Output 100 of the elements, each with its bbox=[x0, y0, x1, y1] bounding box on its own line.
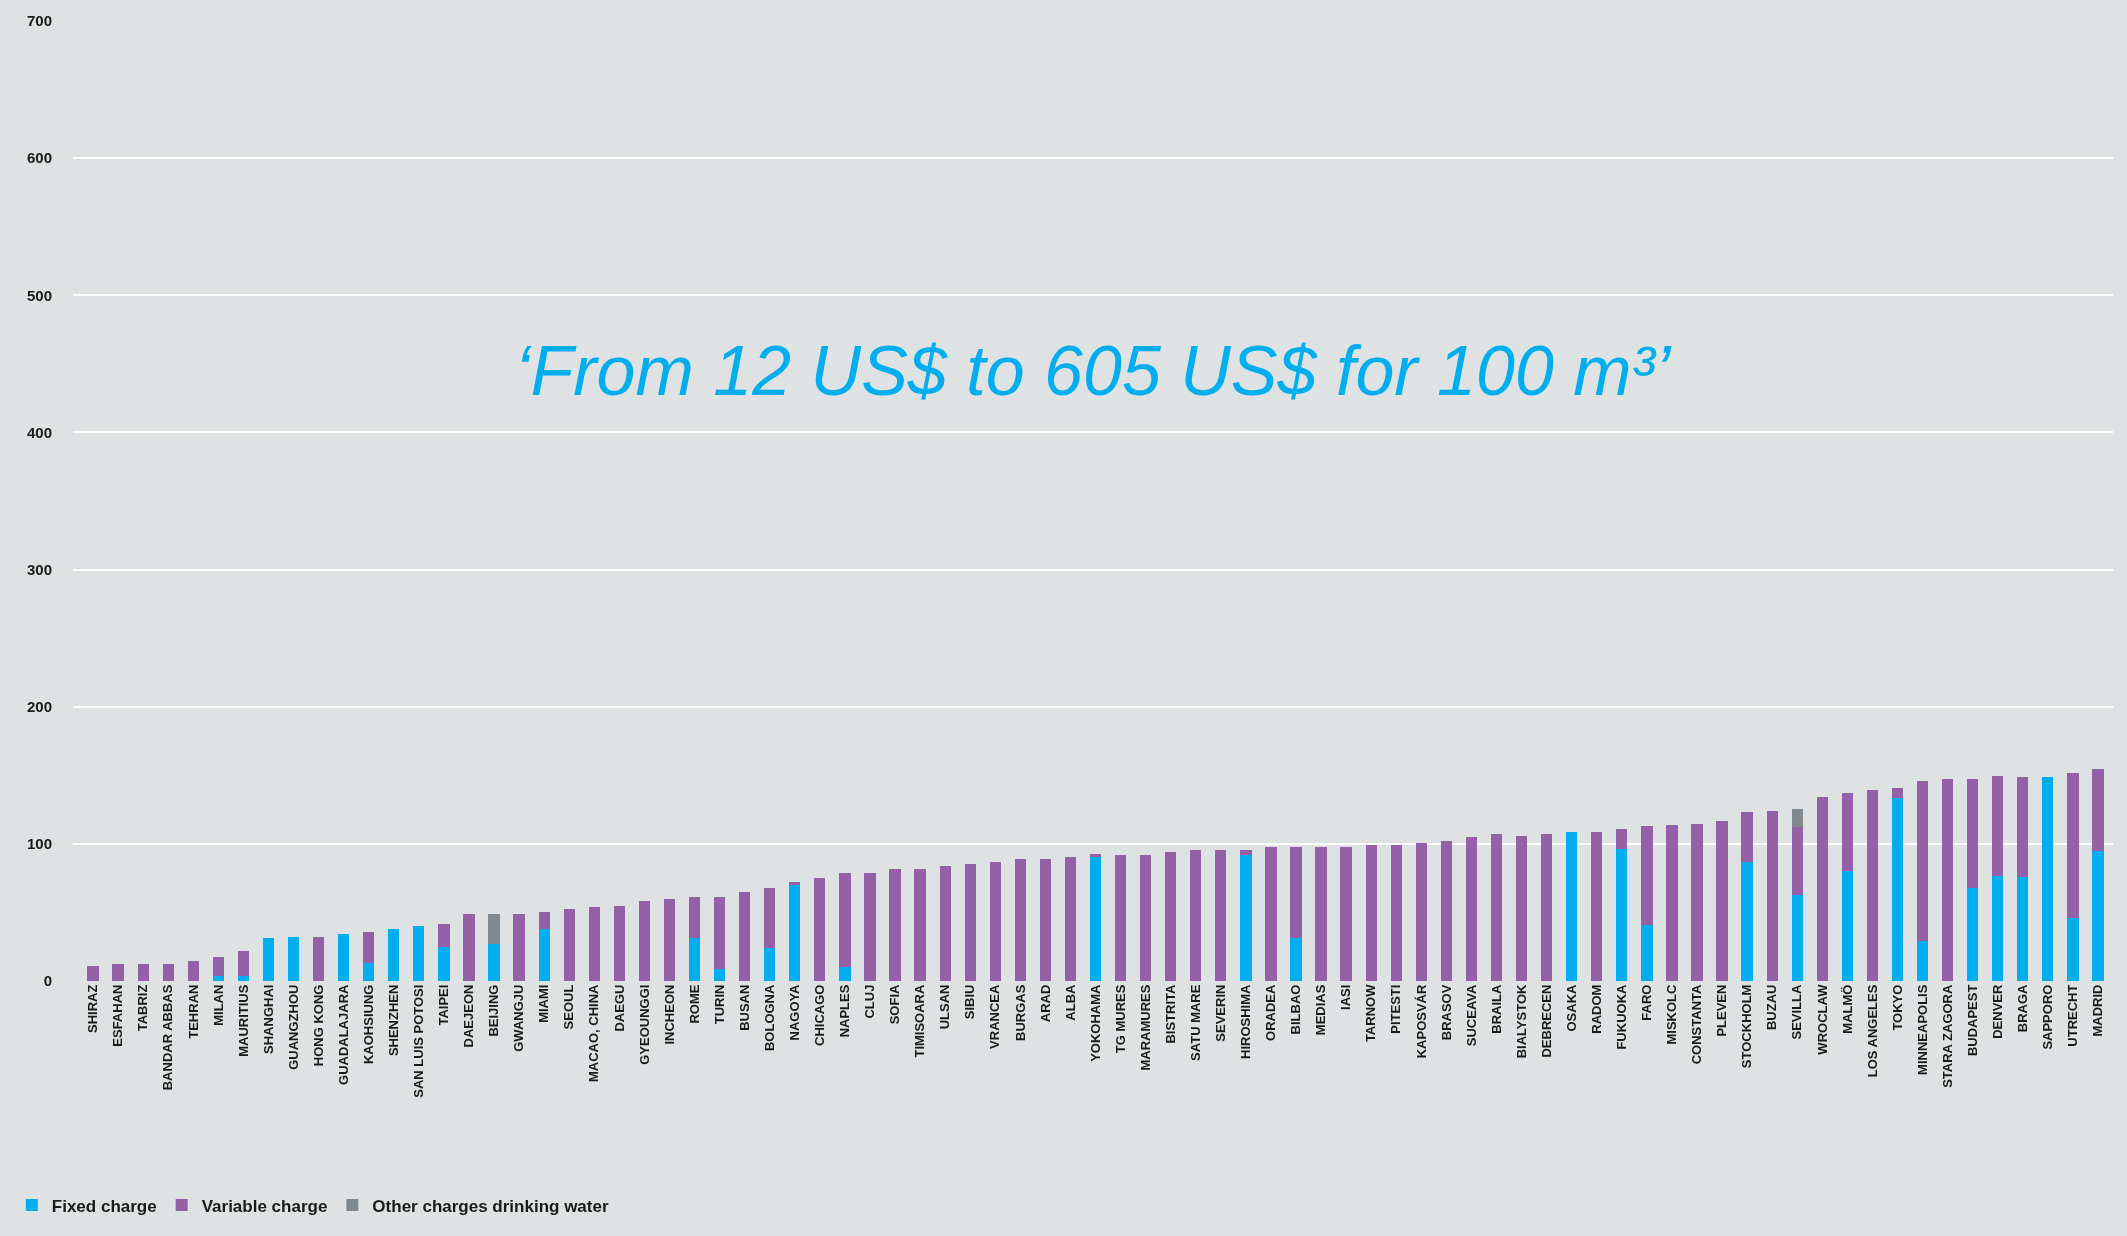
bar bbox=[187, 961, 199, 981]
bar bbox=[1265, 846, 1277, 981]
bar bbox=[287, 937, 300, 981]
bar bbox=[438, 924, 450, 948]
y-tick-label: 100 bbox=[26, 835, 52, 853]
bar bbox=[1215, 850, 1227, 981]
x-tick-label: NAPLES bbox=[837, 984, 853, 1038]
bar bbox=[1440, 841, 1452, 981]
bar bbox=[2042, 777, 2054, 981]
bar bbox=[1591, 831, 1603, 981]
bar bbox=[1465, 837, 1478, 981]
y-tick-label: 600 bbox=[26, 149, 52, 167]
x-tick-label: GUANGZHOU bbox=[285, 984, 301, 1070]
x-tick-label: BURGAS bbox=[1012, 984, 1028, 1041]
x-tick-label: GUADALAJARA bbox=[335, 983, 351, 1085]
bar bbox=[1114, 854, 1127, 981]
legend-label: Variable charge bbox=[201, 1196, 328, 1216]
x-tick-label: STARA ZAGORA bbox=[1939, 984, 1955, 1088]
x-tick-label: BILBAO bbox=[1288, 984, 1304, 1035]
bar bbox=[1841, 870, 1853, 981]
bar bbox=[1941, 778, 1954, 981]
bar bbox=[1165, 852, 1177, 981]
y-tick-label: 400 bbox=[26, 423, 52, 441]
bar bbox=[1741, 862, 1753, 981]
bar bbox=[162, 963, 174, 981]
x-tick-label: SIBIU bbox=[962, 984, 978, 1020]
x-tick-label: INCHEON bbox=[661, 984, 677, 1045]
x-tick-label: SEVERIN bbox=[1213, 984, 1229, 1042]
x-tick-label: ARAD bbox=[1037, 984, 1053, 1023]
bar bbox=[1967, 778, 1979, 888]
bar bbox=[1992, 775, 2004, 877]
bar bbox=[1891, 797, 1904, 981]
x-tick-label: CONSTANTA bbox=[1689, 984, 1705, 1065]
bar bbox=[1641, 924, 1653, 981]
bar bbox=[739, 891, 751, 981]
x-tick-label: MARAMURES bbox=[1137, 984, 1153, 1071]
y-tick-label: 500 bbox=[26, 286, 52, 304]
x-tick-label: BISTRITA bbox=[1162, 984, 1178, 1044]
bar bbox=[538, 911, 550, 929]
bar bbox=[839, 872, 851, 967]
bar bbox=[1490, 834, 1503, 981]
bar bbox=[463, 914, 475, 981]
bar bbox=[1290, 847, 1302, 939]
x-tick-label: PLEVEN bbox=[1714, 984, 1730, 1037]
bar bbox=[2067, 917, 2079, 981]
x-tick-label: YOKOHAMA bbox=[1087, 983, 1103, 1062]
legend-label: Other charges drinking water bbox=[372, 1196, 609, 1216]
bar bbox=[1916, 780, 1929, 942]
x-tick-label: GYEOUNGGI bbox=[636, 984, 652, 1065]
bar bbox=[1791, 826, 1803, 896]
bar bbox=[1014, 858, 1026, 981]
x-tick-label: BANDAR ABBAS bbox=[160, 984, 176, 1091]
bar bbox=[814, 878, 826, 981]
bar bbox=[338, 934, 350, 981]
bar bbox=[588, 906, 600, 981]
bar bbox=[1741, 811, 1753, 863]
x-tick-label: HONG KONG bbox=[310, 984, 326, 1067]
x-tick-label: MADRID bbox=[2090, 984, 2106, 1037]
x-tick-label: SHANGHAI bbox=[260, 984, 276, 1054]
bar bbox=[87, 965, 99, 981]
bar bbox=[1666, 824, 1678, 981]
x-tick-label: MIAMI bbox=[536, 984, 552, 1023]
x-tick-label: BRAILA bbox=[1488, 983, 1504, 1034]
bar bbox=[1766, 810, 1778, 981]
x-tick-label: DAEJEON bbox=[461, 984, 477, 1048]
bar bbox=[713, 968, 726, 981]
x-tick-label: ALBA bbox=[1062, 983, 1078, 1021]
y-tick-label: 700 bbox=[26, 12, 52, 30]
x-tick-label: BUDAPEST bbox=[1964, 984, 1980, 1057]
legend-label: Fixed charge bbox=[51, 1196, 157, 1216]
bar bbox=[1190, 850, 1202, 981]
bar bbox=[1992, 876, 2004, 981]
x-tick-label: MALMÖ bbox=[1839, 984, 1855, 1034]
x-tick-label: NAGOYA bbox=[786, 984, 802, 1041]
x-tick-label: ORADEA bbox=[1263, 984, 1279, 1041]
x-tick-label: CHICAGO bbox=[812, 984, 828, 1046]
x-tick-label: ULSAN bbox=[937, 984, 953, 1030]
x-tick-label: CLUJ bbox=[862, 984, 878, 1019]
bar bbox=[563, 909, 575, 981]
bar bbox=[1089, 856, 1102, 981]
x-tick-label: OSAKA bbox=[1563, 983, 1579, 1032]
bar bbox=[1089, 854, 1102, 857]
bar bbox=[438, 947, 450, 981]
x-tick-label: TABRIZ bbox=[135, 984, 151, 1032]
bar bbox=[1816, 796, 1828, 981]
x-tick-label: BUZAU bbox=[1764, 984, 1780, 1031]
bar bbox=[1240, 854, 1252, 981]
bar bbox=[764, 887, 776, 949]
x-tick-label: TG MURES bbox=[1112, 984, 1128, 1054]
x-tick-label: BRAGA bbox=[2015, 984, 2031, 1033]
x-tick-label: BUSAN bbox=[736, 984, 752, 1031]
bar bbox=[613, 906, 625, 981]
bar bbox=[1691, 823, 1703, 981]
x-tick-label: MAURITIUS bbox=[235, 984, 251, 1057]
bar bbox=[1891, 788, 1904, 798]
bar bbox=[889, 869, 901, 981]
x-tick-label: TAIPEI bbox=[436, 984, 452, 1026]
bar bbox=[112, 963, 124, 981]
x-tick-label: PITESTI bbox=[1388, 984, 1404, 1034]
bar bbox=[1139, 854, 1152, 981]
